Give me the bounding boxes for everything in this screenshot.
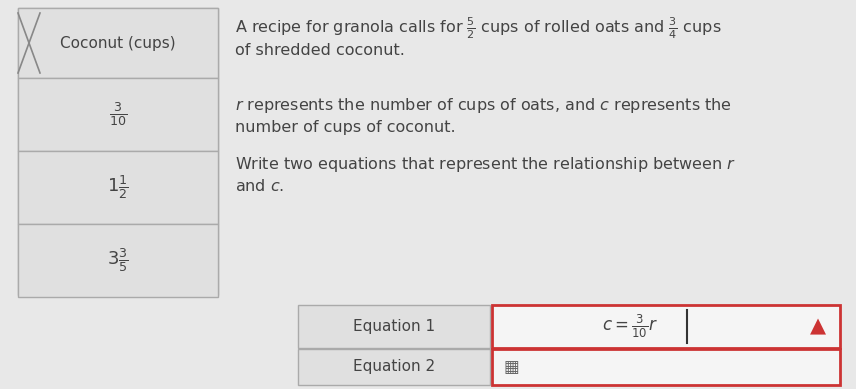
Text: Write two equations that represent the relationship between $r$: Write two equations that represent the r…: [235, 155, 736, 174]
Text: Equation 2: Equation 2: [353, 359, 435, 375]
Bar: [18, 8, 218, 78]
Text: $\frac{3}{10}$: $\frac{3}{10}$: [109, 101, 127, 128]
Text: and $c$.: and $c$.: [235, 179, 284, 194]
Text: number of cups of coconut.: number of cups of coconut.: [235, 119, 455, 135]
Text: $r$ represents the number of cups of oats, and $c$ represents the: $r$ represents the number of cups of oat…: [235, 96, 732, 114]
Text: $3\frac{3}{5}$: $3\frac{3}{5}$: [107, 247, 128, 274]
Bar: [298, 305, 490, 348]
Bar: [18, 224, 218, 297]
Text: A recipe for granola calls for $\frac{5}{2}$ cups of rolled oats and $\frac{3}{4: A recipe for granola calls for $\frac{5}…: [235, 15, 722, 41]
Text: of shredded coconut.: of shredded coconut.: [235, 42, 405, 58]
Bar: [298, 349, 490, 385]
Bar: [492, 349, 840, 385]
Text: Coconut (cups): Coconut (cups): [60, 35, 175, 51]
Bar: [18, 151, 218, 224]
Text: Equation 1: Equation 1: [353, 319, 435, 334]
Bar: [18, 8, 218, 295]
Text: ▲: ▲: [810, 317, 826, 336]
Bar: [492, 305, 840, 348]
Text: $c = \frac{3}{10}r$: $c = \frac{3}{10}r$: [602, 313, 658, 340]
Text: ▦: ▦: [504, 358, 520, 376]
Text: $1\frac{1}{2}$: $1\frac{1}{2}$: [107, 173, 128, 202]
Bar: [18, 78, 218, 151]
